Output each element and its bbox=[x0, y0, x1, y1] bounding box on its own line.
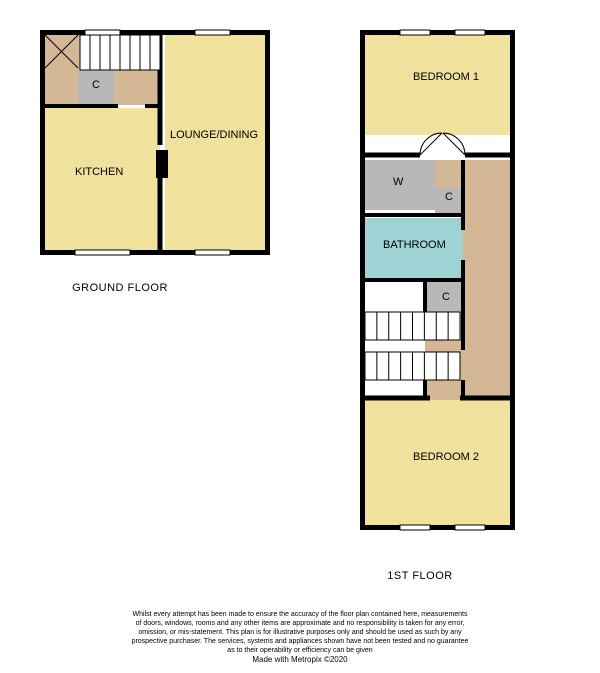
svg-text:BATHROOM: BATHROOM bbox=[383, 239, 446, 251]
disclaimer-text: Whilst every attempt has been made to en… bbox=[60, 610, 540, 655]
svg-text:C: C bbox=[442, 291, 450, 303]
svg-text:KITCHEN: KITCHEN bbox=[75, 166, 123, 178]
svg-text:W: W bbox=[393, 176, 404, 188]
svg-text:C: C bbox=[445, 191, 453, 203]
first-floor-label: 1ST FLOOR bbox=[370, 570, 470, 582]
floorplan-canvas: LOUNGE/DINING KITCHEN C BEDROOM 1 W C BATHROOM… bbox=[0, 0, 600, 673]
credit-text: Made with Metropix ©2020 bbox=[200, 655, 400, 664]
svg-text:BEDROOM 2: BEDROOM 2 bbox=[413, 451, 479, 463]
ground-floor-label: GROUND FLOOR bbox=[70, 282, 170, 294]
svg-text:C: C bbox=[92, 79, 100, 91]
svg-text:LOUNGE/DINING: LOUNGE/DINING bbox=[170, 129, 258, 141]
svg-text:BEDROOM 1: BEDROOM 1 bbox=[413, 71, 479, 83]
